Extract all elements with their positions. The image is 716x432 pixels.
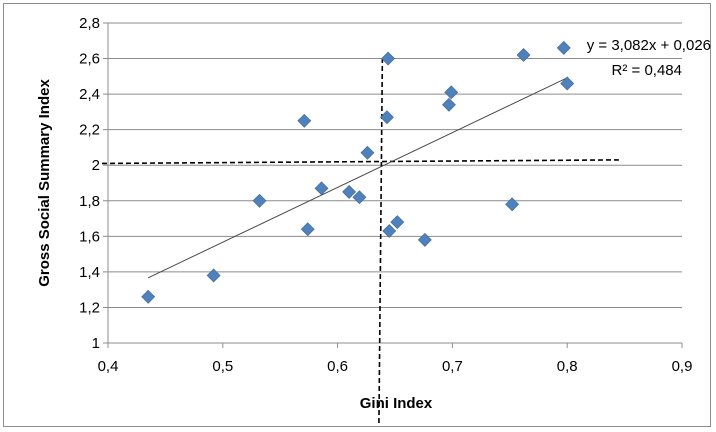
- x-tick-label: 0,4: [98, 358, 119, 375]
- data-point: [141, 289, 156, 304]
- reference-lines: [101, 58, 619, 424]
- x-tick-labels: 0,4 0,5 0,6 0,7 0,8 0,9: [98, 358, 693, 375]
- data-point: [300, 222, 315, 237]
- y-tick-label: 2,8: [79, 15, 100, 32]
- y-tick-label: 2: [92, 157, 100, 174]
- y-tick-label: 1,6: [79, 228, 100, 245]
- data-point: [206, 268, 221, 283]
- trendline-group: [147, 77, 568, 279]
- y-tick-labels: 1 1,2 1,4 1,6 1,8 2 2,2 2,4 2,6 2,8: [79, 15, 100, 352]
- data-point: [390, 215, 405, 230]
- y-tick-label: 1,8: [79, 193, 100, 210]
- data-point: [382, 224, 397, 238]
- axes: [103, 22, 683, 348]
- x-tick-label: 0,5: [212, 358, 233, 375]
- y-tick-label: 1,2: [79, 299, 100, 316]
- x-axis-title: Gini Index: [360, 395, 433, 412]
- data-point: [342, 184, 357, 199]
- y-tick-label: 2,6: [79, 51, 100, 68]
- trendline: [147, 77, 568, 279]
- y-axis-title: Gross Social Summary Index: [36, 79, 53, 287]
- x-tick-label: 0,9: [672, 358, 693, 375]
- data-point: [314, 181, 329, 196]
- data-point: [297, 113, 312, 128]
- data-point: [381, 51, 396, 66]
- y-tick-label: 2,2: [79, 122, 100, 139]
- grid-lines: [108, 22, 682, 308]
- data-point: [444, 85, 459, 100]
- data-point: [360, 145, 375, 160]
- vertical-reference-line: [378, 58, 384, 424]
- data-points: [141, 40, 575, 304]
- y-tick-label: 1: [92, 335, 100, 352]
- data-point: [442, 97, 456, 112]
- data-point: [556, 40, 571, 55]
- trendline-equation: y = 3,082x + 0,026: [587, 37, 711, 54]
- data-point: [560, 76, 575, 91]
- x-tick-label: 0,6: [327, 358, 348, 375]
- chart-frame: [3, 3, 711, 427]
- data-point: [252, 193, 267, 208]
- data-point: [380, 110, 394, 125]
- y-tick-label: 1,4: [79, 264, 100, 281]
- data-point: [417, 232, 432, 247]
- x-tick-label: 0,8: [557, 358, 578, 375]
- horizontal-reference-line: [101, 159, 619, 165]
- r-squared-label: R² = 0,484: [612, 62, 682, 79]
- x-tick-label: 0,7: [442, 358, 463, 375]
- data-point: [516, 48, 531, 62]
- data-point: [352, 190, 367, 205]
- y-tick-label: 2,4: [79, 86, 100, 103]
- data-point: [505, 197, 520, 212]
